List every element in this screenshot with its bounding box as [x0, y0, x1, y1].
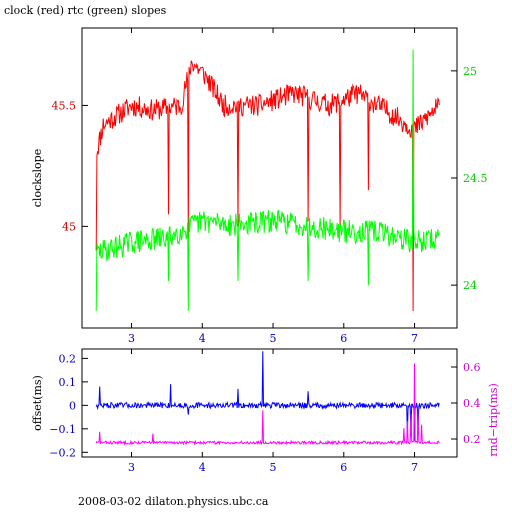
x-tick-label: 4 [199, 332, 206, 345]
top-left-axis-label: clockslope [31, 149, 44, 207]
left-tick-label: 0.2 [59, 352, 77, 365]
left-tick-label: −0.1 [49, 423, 76, 436]
left-tick-label: −0.2 [49, 446, 76, 459]
x-tick-label: 5 [270, 461, 277, 474]
right-tick-label: 24.5 [463, 172, 488, 185]
top-panel-series-0-line [95, 60, 440, 312]
x-tick-label: 5 [270, 332, 277, 345]
left-tick-label: 0.1 [59, 376, 77, 389]
page-title: clock (red) rtc (green) slopes [4, 4, 167, 17]
x-tick-label: 3 [128, 461, 135, 474]
right-tick-label: 0.4 [463, 397, 481, 410]
bottom-series-layer [95, 351, 440, 446]
bottom-panel-series-1-line [95, 363, 440, 446]
right-tick-label: 24 [463, 279, 477, 292]
x-tick-label: 7 [411, 332, 418, 345]
top-series-layer [95, 49, 440, 312]
left-tick-label: 45.5 [52, 99, 77, 112]
bottom-chart-panel: 3 4 5 6 7 −0.2 −0.1 0 0.1 0.2 0.2 0.4 0.6 offset(ms)… [31, 348, 500, 474]
x-tick-label: 3 [128, 332, 135, 345]
top-plot-frame [81, 27, 458, 329]
bottom-plot-frame [81, 348, 458, 458]
x-tick-label: 4 [199, 461, 206, 474]
left-tick-label: 0 [69, 399, 76, 412]
right-tick-label: 25 [463, 65, 477, 78]
bottom-right-axis-label: rnd−trip(ms) [487, 383, 500, 457]
bottom-ticks-layer: 3 4 5 6 7 −0.2 −0.1 0 0.1 0.2 0.2 0.4 0.6 [49, 349, 481, 474]
bottom-panel-series-0-line [95, 351, 440, 441]
left-tick-label: 45 [62, 220, 76, 233]
x-tick-label: 6 [340, 461, 347, 474]
right-tick-label: 0.2 [463, 433, 481, 446]
right-tick-label: 0.6 [463, 361, 481, 374]
top-panel-series-1-line [95, 49, 440, 311]
footer-caption: 2008-03-02 dilaton.physics.ubc.ca [78, 495, 269, 508]
x-tick-label: 6 [340, 332, 347, 345]
bottom-left-axis-label: offset(ms) [31, 375, 44, 431]
x-tick-label: 7 [411, 461, 418, 474]
